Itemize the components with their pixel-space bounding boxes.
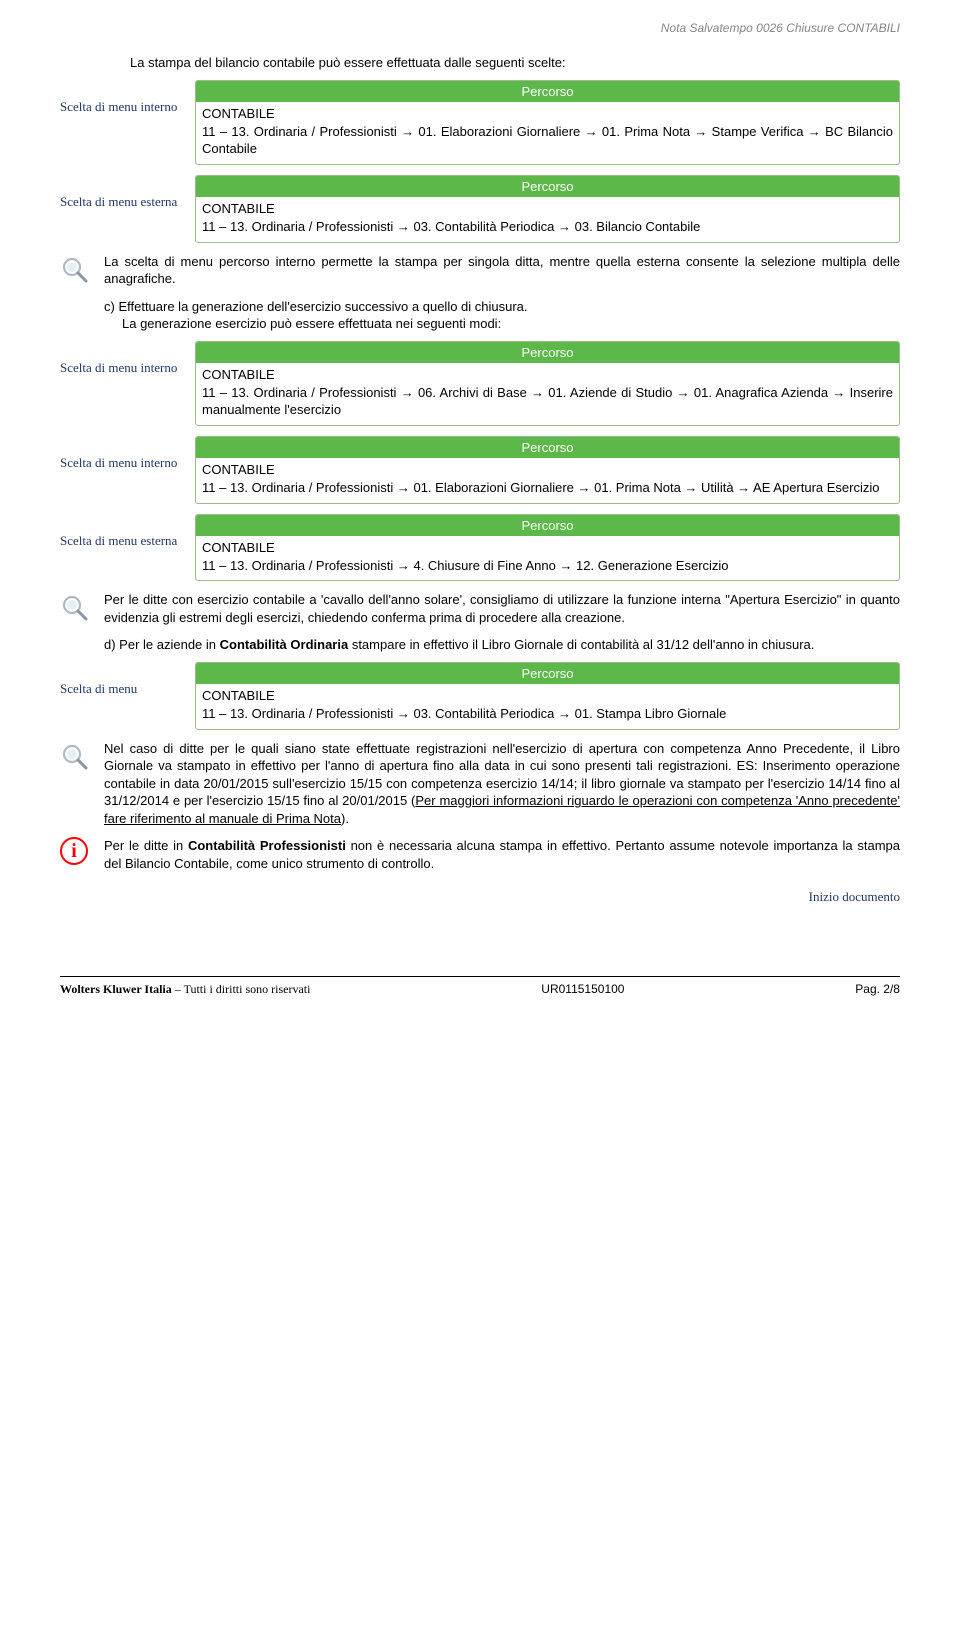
path-head: Percorso [196, 437, 899, 459]
info-pre: Per le ditte in [104, 838, 188, 853]
path-body: CONTABILE11 – 13. Ordinaria / Profession… [196, 197, 899, 241]
step-c: c) Effettuare la generazione dell'eserci… [104, 298, 900, 333]
path-block-1: Scelta di menu interno Percorso CONTABIL… [60, 80, 900, 165]
link-start-document[interactable]: Inizio documento [60, 888, 900, 906]
path-head: Percorso [196, 515, 899, 537]
path-block-2: Scelta di menu esterna Percorso CONTABIL… [60, 175, 900, 243]
path-body: CONTABILE11 – 13. Ordinaria / Profession… [196, 363, 899, 425]
footer-rights: – Tutti i diritti sono riservati [172, 982, 311, 996]
header-note: Nota Salvatempo 0026 Chiusure CONTABILI [60, 20, 900, 36]
info-bold: Contabilità Professionisti [188, 838, 346, 853]
path-box: Percorso CONTABILE11 – 13. Ordinaria / P… [195, 341, 900, 426]
note-row-3: Nel caso di ditte per le quali siano sta… [60, 740, 900, 828]
magnifier-icon [60, 742, 90, 772]
magnifier-icon [60, 593, 90, 623]
step-d-post: stampare in effettivo il Libro Giornale … [348, 637, 814, 652]
footer-page: Pag. 2/8 [855, 981, 900, 997]
path-head: Percorso [196, 176, 899, 198]
intro-text: La stampa del bilancio contabile può ess… [130, 54, 900, 72]
step-c-line2: La generazione esercizio può essere effe… [122, 315, 501, 333]
magnifier-icon [60, 255, 90, 285]
step-c-line1: c) Effettuare la generazione dell'eserci… [104, 299, 528, 314]
path-head: Percorso [196, 663, 899, 685]
menu-label-internal: Scelta di menu interno [60, 436, 195, 472]
path-block-3: Scelta di menu interno Percorso CONTABIL… [60, 341, 900, 426]
step-d-bold: Contabilità Ordinaria [220, 637, 349, 652]
path-body: CONTABILE11 – 13. Ordinaria / Profession… [196, 102, 899, 164]
path-box: Percorso CONTABILE11 – 13. Ordinaria / P… [195, 514, 900, 582]
path-block-6: Scelta di menu Percorso CONTABILE11 – 13… [60, 662, 900, 730]
note-row-1: La scelta di menu percorso interno perme… [60, 253, 900, 288]
path-box: Percorso CONTABILE11 – 13. Ordinaria / P… [195, 80, 900, 165]
note-text: Per le ditte con esercizio contabile a '… [104, 591, 900, 626]
menu-label-internal: Scelta di menu interno [60, 341, 195, 377]
footer-left: Wolters Kluwer Italia – Tutti i diritti … [60, 981, 310, 997]
path-body: CONTABILE11 – 13. Ordinaria / Profession… [196, 458, 899, 502]
path-body: CONTABILE11 – 13. Ordinaria / Profession… [196, 536, 899, 580]
note-text-3: Nel caso di ditte per le quali siano sta… [104, 740, 900, 828]
footer-company: Wolters Kluwer Italia [60, 982, 172, 996]
note3-part2: ). [341, 811, 349, 826]
path-body: CONTABILE11 – 13. Ordinaria / Profession… [196, 684, 899, 728]
path-box: Percorso CONTABILE11 – 13. Ordinaria / P… [195, 662, 900, 730]
path-box: Percorso CONTABILE11 – 13. Ordinaria / P… [195, 175, 900, 243]
footer: Wolters Kluwer Italia – Tutti i diritti … [60, 976, 900, 997]
note-text: La scelta di menu percorso interno perme… [104, 253, 900, 288]
path-head: Percorso [196, 342, 899, 364]
info-row: i Per le ditte in Contabilità Profession… [60, 837, 900, 872]
menu-label-external: Scelta di menu esterna [60, 514, 195, 550]
path-block-5: Scelta di menu esterna Percorso CONTABIL… [60, 514, 900, 582]
menu-label-single: Scelta di menu [60, 662, 195, 698]
note-row-2: Per le ditte con esercizio contabile a '… [60, 591, 900, 626]
path-head: Percorso [196, 81, 899, 103]
info-icon: i [60, 837, 88, 865]
step-d-pre: d) Per le aziende in [104, 637, 220, 652]
path-box: Percorso CONTABILE11 – 13. Ordinaria / P… [195, 436, 900, 504]
info-text: Per le ditte in Contabilità Professionis… [104, 837, 900, 872]
footer-code: UR0115150100 [541, 981, 624, 997]
menu-label-external: Scelta di menu esterna [60, 175, 195, 211]
step-d: d) Per le aziende in Contabilità Ordinar… [104, 636, 900, 654]
path-block-4: Scelta di menu interno Percorso CONTABIL… [60, 436, 900, 504]
menu-label-internal: Scelta di menu interno [60, 80, 195, 116]
